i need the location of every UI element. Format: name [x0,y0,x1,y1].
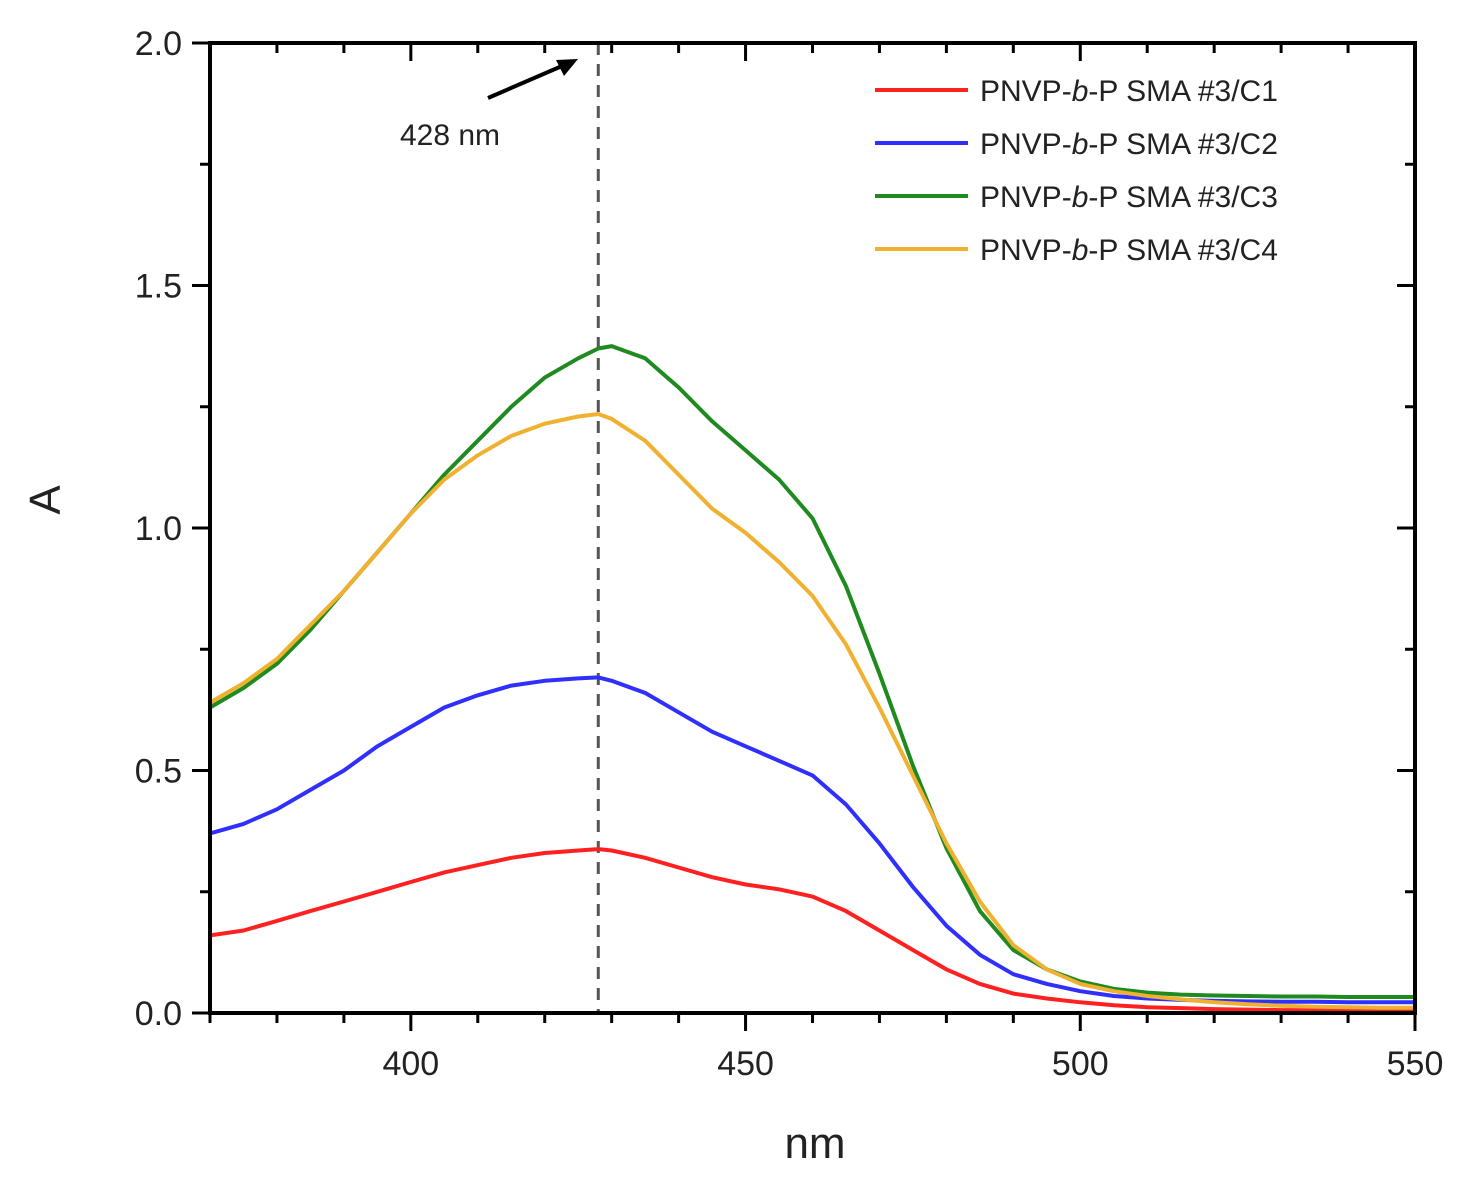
peak-annotation: 428 nm [400,59,578,152]
x-axis-title: nm [784,1119,845,1168]
y-tick-label: 0.5 [135,753,182,791]
plot-content [210,43,1415,1013]
y-tick-label: 1.0 [135,510,182,548]
series-line-c4 [210,412,1415,1010]
annotation-arrow-head [556,59,578,76]
annotation-label: 428 nm [400,119,500,152]
y-tick-label: 2.0 [135,25,182,63]
legend-label-c1: PNVP-b-P SMA #3/C1 [980,75,1278,108]
x-tick-label: 500 [1052,1045,1109,1083]
series-line-c2 [210,675,1415,1005]
y-tick-label: 1.5 [135,268,182,306]
y-axis-title: A [21,485,70,515]
x-tick-label: 400 [382,1045,439,1083]
legend-label-c4: PNVP-b-P SMA #3/C4 [980,234,1278,267]
x-tick-label: 550 [1387,1045,1444,1083]
y-tick-label: 0.0 [135,995,182,1033]
x-tick-label: 450 [717,1045,774,1083]
series-line-c3 [210,344,1415,999]
axes-layer: 400 450 500 550 0.0 0.5 1.0 1.5 2.0 [135,25,1444,1083]
annotation-arrow-shaft [487,64,563,100]
legend: PNVP-b-P SMA #3/C1 PNVP-b-P SMA #3/C2 PNVP… [875,75,1278,267]
legend-label-c3: PNVP-b-P SMA #3/C3 [980,181,1278,214]
legend-label-c2: PNVP-b-P SMA #3/C2 [980,128,1278,161]
series-line-c1 [210,847,1415,1013]
